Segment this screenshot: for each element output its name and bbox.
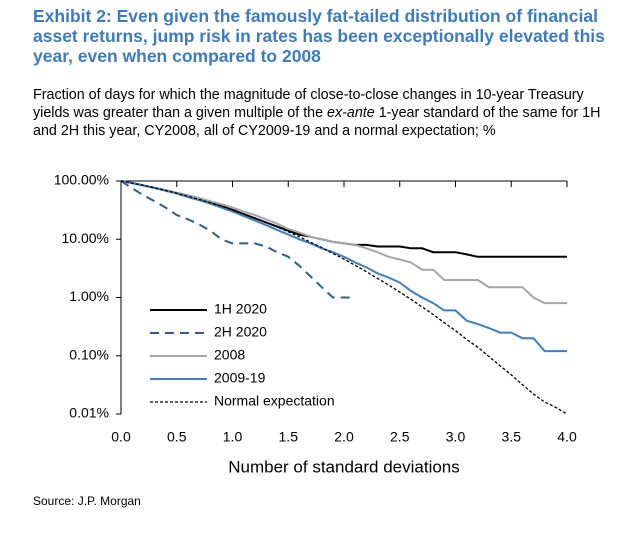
y-tick-label: 100.00% bbox=[54, 172, 109, 188]
legend-label: 1H 2020 bbox=[214, 301, 267, 317]
chart-title: Exhibit 2: Even given the famously fat-t… bbox=[33, 6, 605, 66]
x-axis-title: Number of standard deviations bbox=[228, 457, 460, 476]
source: Source: J.P. Morgan bbox=[33, 494, 141, 508]
subtitle-part: 1-year standard of the same for 1H and 2… bbox=[33, 105, 601, 139]
y-tick-label: 0.01% bbox=[69, 405, 109, 421]
chart-subtitle: Fraction of days for which the magnitude… bbox=[33, 86, 623, 140]
x-tick-label: 0.0 bbox=[111, 429, 131, 445]
legend-label: Normal expectation bbox=[214, 393, 335, 409]
y-tick-label: 0.10% bbox=[69, 346, 109, 362]
x-tick-label: 3.5 bbox=[502, 429, 522, 445]
legend-label: 2009-19 bbox=[214, 370, 266, 386]
x-tick-label: 3.0 bbox=[446, 429, 466, 445]
series-line bbox=[120, 180, 567, 305]
chart: Number of standard deviations 100.00% 10.… bbox=[54, 172, 577, 477]
x-tick-label: 4.0 bbox=[557, 429, 577, 445]
x-tick-label: 2.5 bbox=[390, 429, 410, 445]
series-line bbox=[120, 180, 567, 353]
x-tick-label: 1.5 bbox=[279, 429, 299, 445]
subtitle-part: Fraction of days for which the magnitude… bbox=[33, 87, 584, 121]
y-tick-label: 10.00% bbox=[62, 230, 109, 246]
legend-label: 2008 bbox=[214, 347, 245, 363]
x-tick-label: 0.5 bbox=[167, 429, 187, 445]
x-tick-label: 1.0 bbox=[223, 429, 243, 445]
y-tick-label: 1.00% bbox=[69, 288, 109, 304]
x-tick-label: 2.0 bbox=[334, 429, 354, 445]
legend-label: 2H 2020 bbox=[214, 324, 267, 340]
subtitle-italic: ex-ante bbox=[327, 105, 375, 121]
series-line bbox=[120, 180, 568, 415]
series-line bbox=[120, 180, 356, 299]
